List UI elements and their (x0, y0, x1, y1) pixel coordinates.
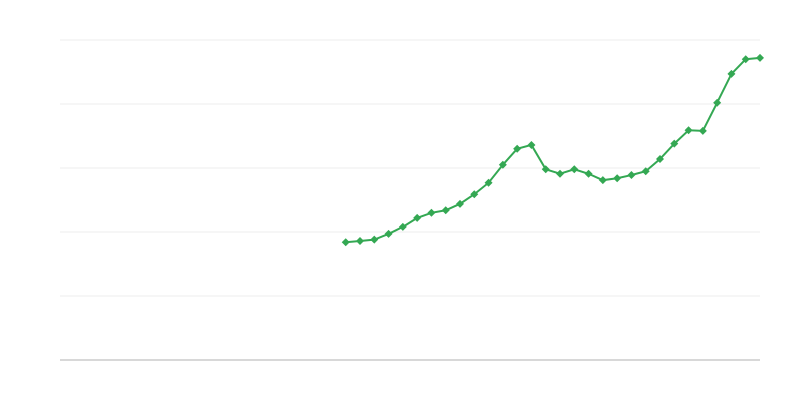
data-point (498, 160, 507, 169)
data-point (570, 165, 579, 174)
data-point (556, 169, 564, 178)
data-point (684, 126, 693, 135)
data-point (627, 171, 636, 180)
data-point (641, 167, 650, 176)
data-point (427, 208, 436, 217)
data-point (613, 174, 622, 183)
data-point (584, 169, 593, 178)
data-point (413, 213, 422, 222)
data-point (441, 206, 450, 215)
data-point (370, 235, 379, 244)
data-point (756, 53, 764, 62)
data-point (656, 155, 664, 164)
data-point (670, 139, 679, 148)
data-point (727, 69, 736, 78)
data-point (713, 98, 722, 107)
data-point (527, 140, 536, 149)
data-point (456, 199, 464, 208)
data-point (356, 236, 364, 245)
data-point (398, 222, 407, 231)
data-point (541, 165, 550, 174)
data-point (698, 126, 707, 135)
data-point (341, 238, 350, 247)
data-point (484, 178, 493, 187)
data-point (598, 176, 607, 185)
data-point (513, 144, 522, 153)
data-point (741, 55, 750, 64)
data-point (384, 229, 393, 238)
data-point (470, 190, 479, 199)
series-line (345, 56, 761, 244)
